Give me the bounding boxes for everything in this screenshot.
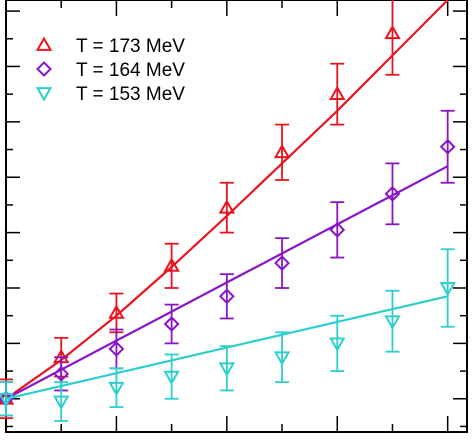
plot-frame xyxy=(5,0,468,433)
data-point xyxy=(218,345,236,392)
data-point xyxy=(329,314,346,372)
data-point xyxy=(384,289,401,353)
marker xyxy=(108,341,125,357)
marker xyxy=(439,138,456,155)
data-point xyxy=(108,367,125,408)
data-point xyxy=(108,292,125,334)
legend-entry-0: T = 173 MeV xyxy=(35,36,185,57)
marker xyxy=(329,337,346,352)
data-point xyxy=(384,162,401,226)
data-point xyxy=(0,381,15,417)
legend: T = 173 MeV T = 164 MeV T = 153 MeV xyxy=(35,36,185,105)
legend-symbol-0 xyxy=(35,36,53,51)
marker xyxy=(0,392,15,408)
marker xyxy=(384,24,401,40)
marker xyxy=(218,199,236,214)
marker xyxy=(108,304,125,319)
series-layer xyxy=(0,0,456,422)
data-point xyxy=(218,181,236,234)
data-point xyxy=(329,62,346,126)
marker xyxy=(163,257,180,272)
data-point xyxy=(52,381,70,422)
marker xyxy=(163,316,180,332)
legend-symbol-2 xyxy=(35,87,53,102)
legend-entry-2: T = 153 MeV xyxy=(35,84,185,105)
marker xyxy=(108,381,125,397)
marker xyxy=(439,282,456,297)
legend-symbol-1 xyxy=(36,61,52,77)
marker xyxy=(218,288,235,305)
data-point xyxy=(384,0,401,76)
data-point xyxy=(163,353,180,400)
legend-label-2: T = 153 MeV xyxy=(76,84,185,105)
series-0 xyxy=(0,0,449,420)
data-point xyxy=(273,331,291,384)
legend-label-0: T = 173 MeV xyxy=(76,36,185,57)
marker xyxy=(384,315,401,330)
marker xyxy=(274,255,290,271)
data-point xyxy=(274,237,290,289)
legend-marker-2 xyxy=(35,87,53,102)
data-point xyxy=(108,328,125,370)
legend-marker-0 xyxy=(35,36,53,51)
data-point xyxy=(439,109,456,184)
data-point xyxy=(218,273,235,320)
legend-entry-1: T = 164 MeV xyxy=(36,60,185,81)
marker xyxy=(52,395,70,411)
marker xyxy=(384,185,401,202)
data-point xyxy=(439,248,456,328)
data-point xyxy=(163,242,180,289)
series-2 xyxy=(0,248,456,422)
marker xyxy=(329,85,346,101)
data-point xyxy=(163,303,180,345)
marker xyxy=(218,362,236,377)
marker xyxy=(273,351,291,366)
legend-label-1: T = 164 MeV xyxy=(76,60,185,81)
marker xyxy=(329,221,346,238)
marker xyxy=(163,370,180,386)
data-point xyxy=(273,123,291,181)
legend-marker-1 xyxy=(36,61,52,77)
marker xyxy=(273,143,291,159)
data-point xyxy=(329,201,346,259)
axes xyxy=(5,0,468,433)
marker xyxy=(53,365,70,382)
